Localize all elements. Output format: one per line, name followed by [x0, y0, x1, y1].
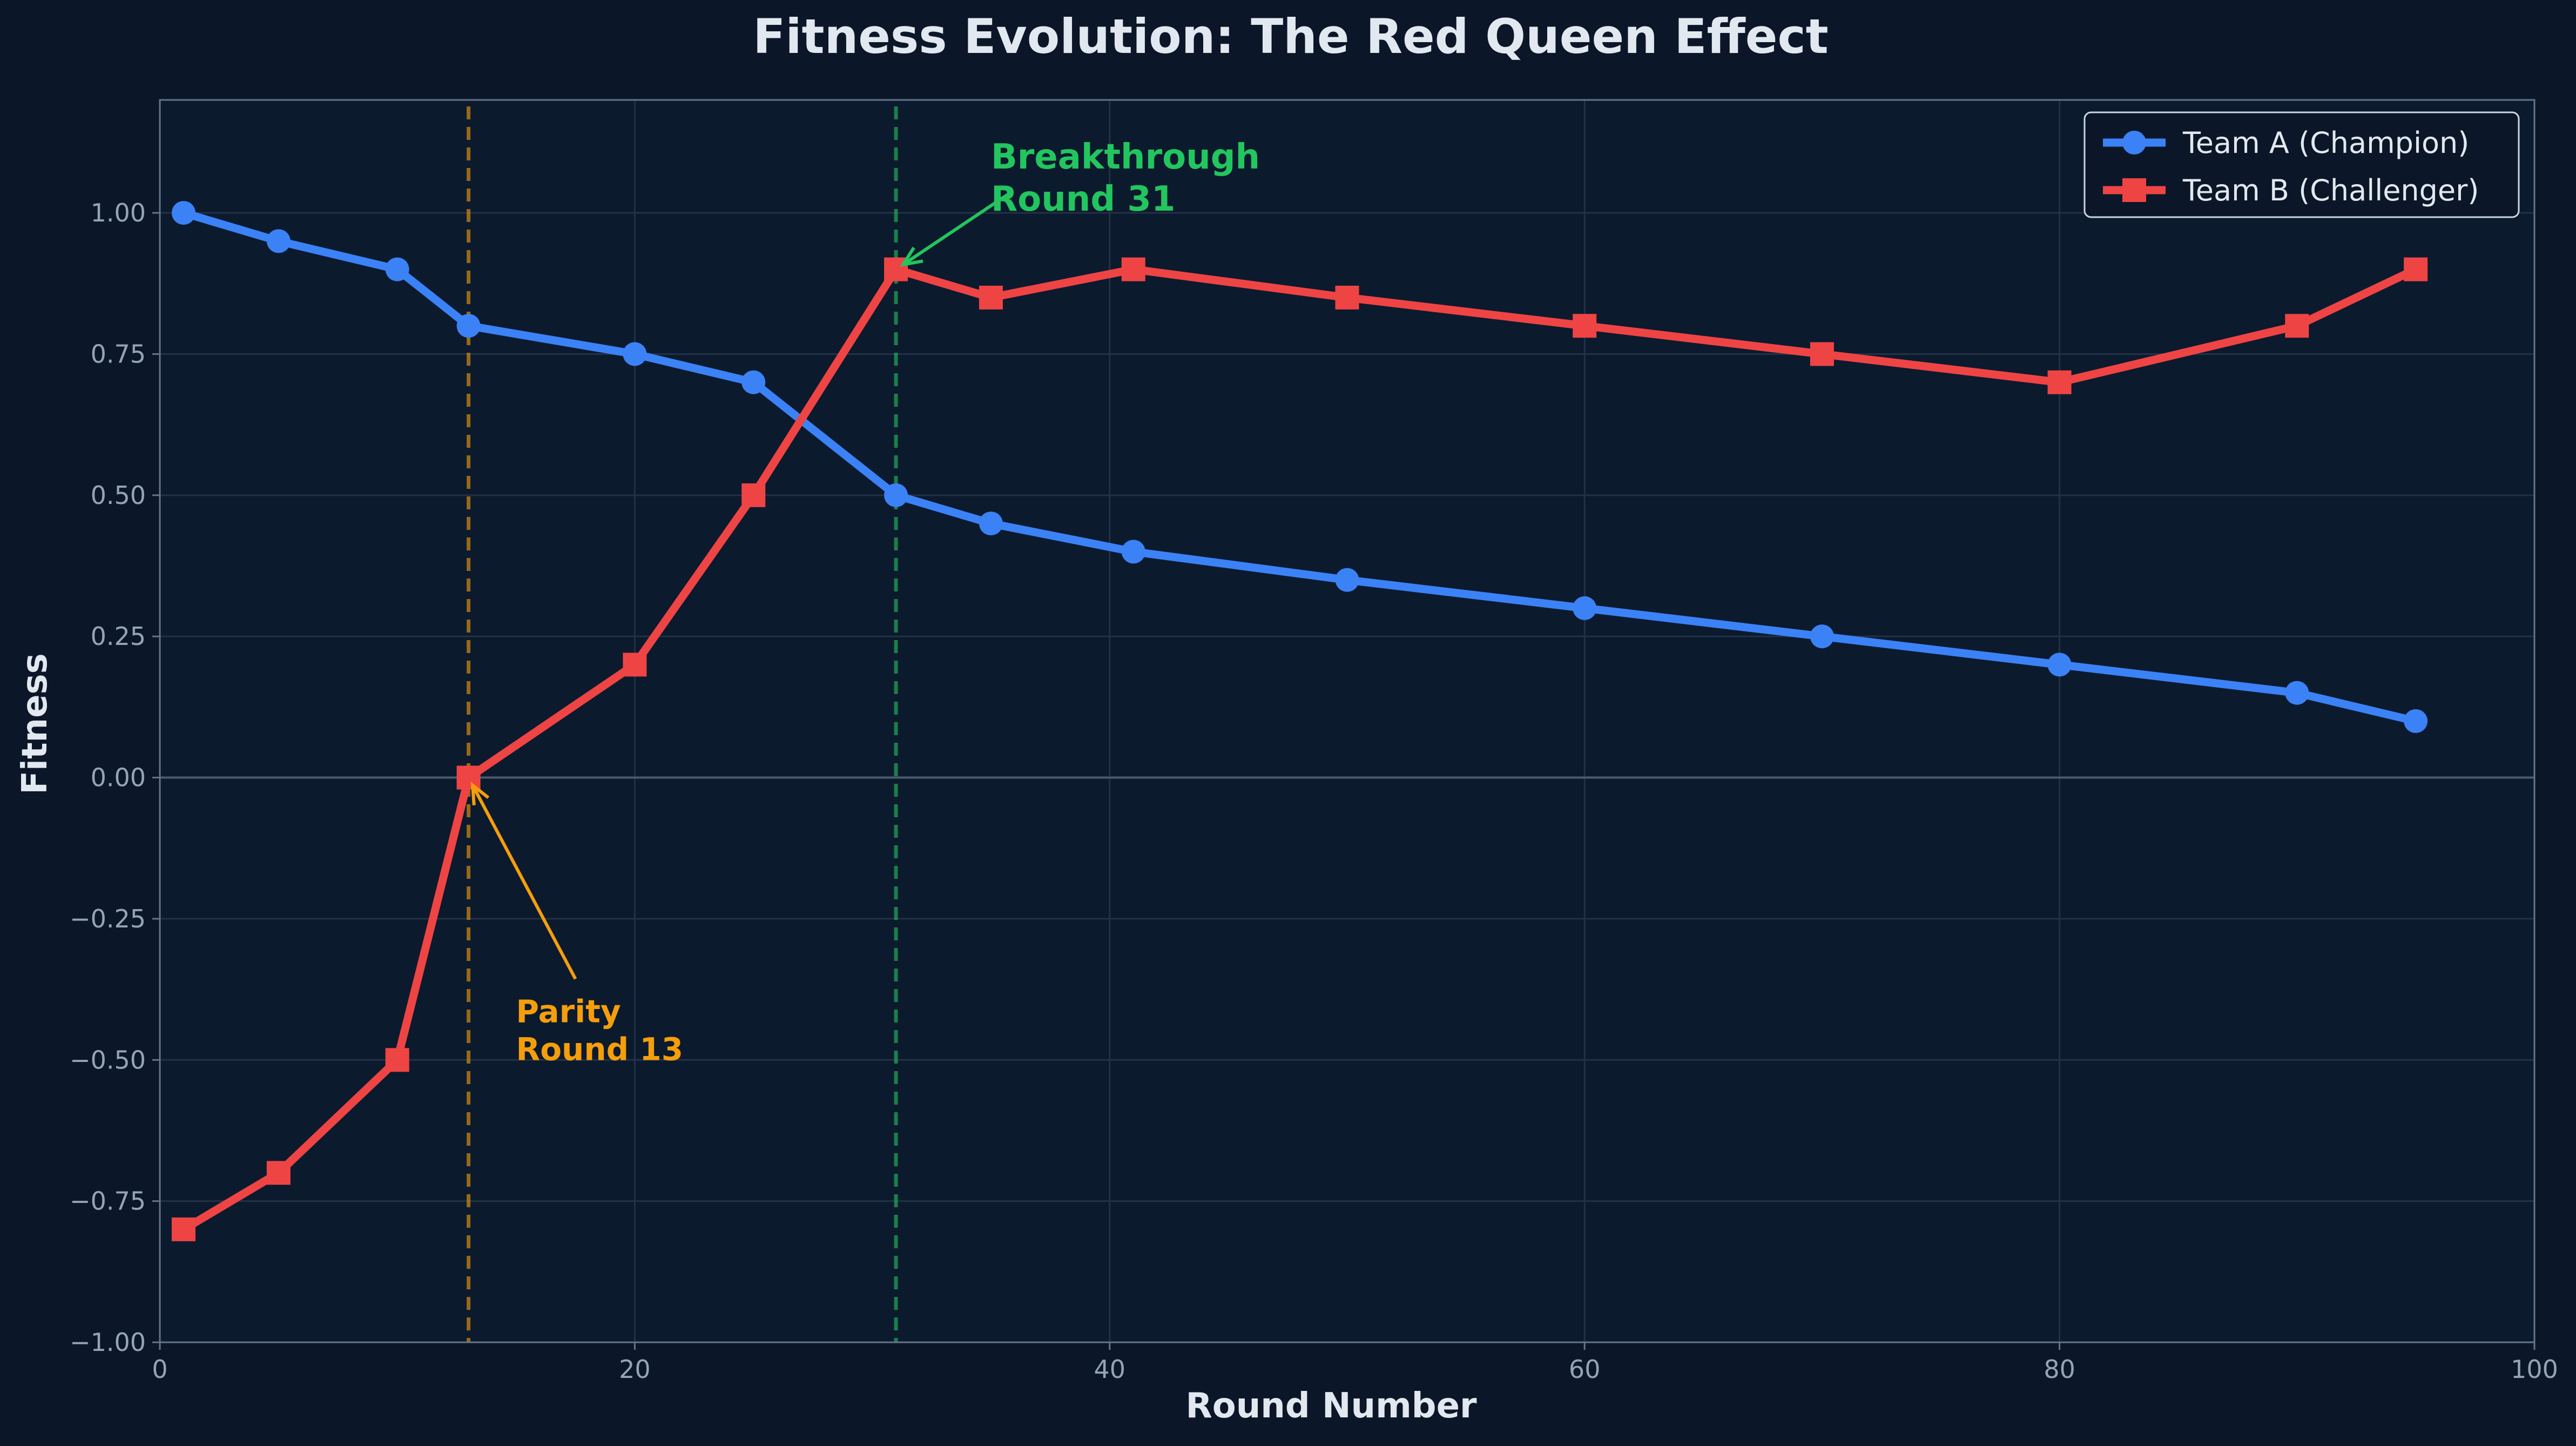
data-point-team-b: [1335, 285, 1359, 310]
data-point-team-b: [171, 1217, 195, 1241]
data-point-team-a: [741, 370, 766, 394]
legend-box: [2083, 111, 2520, 218]
data-point-team-b: [385, 1048, 409, 1072]
data-point-team-a: [1810, 624, 1834, 649]
data-point-team-b: [266, 1161, 291, 1185]
data-point-team-b: [1810, 342, 1834, 366]
data-point-team-a: [2047, 653, 2072, 677]
annotation-arrow-head: [470, 782, 490, 805]
breakthrough-annotation-label: Breakthrough: [991, 137, 1260, 177]
x-tick-label: 0: [152, 1355, 167, 1384]
parity-annotation-label: Round 13: [516, 1031, 684, 1067]
annotation-arrow-line: [902, 190, 1014, 266]
data-point-team-a: [385, 257, 409, 281]
x-tick-label: 80: [2044, 1355, 2075, 1384]
chart-title: Fitness Evolution: The Red Queen Effect: [753, 9, 1828, 64]
x-tick-label: 40: [1094, 1355, 1126, 1384]
data-point-team-a: [171, 201, 195, 225]
y-tick-label: 0.00: [91, 763, 146, 792]
y-axis-label: Fitness: [15, 653, 55, 794]
data-point-team-a: [1121, 540, 1145, 564]
x-tick-label: 60: [1569, 1355, 1601, 1384]
legend-marker-square: [2122, 178, 2146, 202]
data-point-team-a: [456, 314, 481, 338]
legend-label: Team B (Challenger): [2182, 173, 2479, 207]
data-point-team-a: [2285, 681, 2309, 705]
y-tick-label: −0.25: [70, 904, 146, 933]
legend-label: Team A (Champion): [2182, 126, 2469, 160]
data-point-team-b: [1573, 314, 1597, 338]
annotation-arrow-head: [900, 246, 923, 267]
y-tick-label: 0.25: [91, 622, 146, 651]
data-point-team-a: [979, 512, 1003, 536]
data-point-team-a: [266, 229, 291, 253]
y-tick-label: 0.50: [91, 481, 146, 510]
x-tick-label: 100: [2511, 1355, 2558, 1384]
data-point-team-b: [623, 653, 647, 677]
legend-marker-circle: [2122, 131, 2146, 154]
data-point-team-b: [741, 483, 766, 507]
data-point-team-a: [2404, 709, 2428, 733]
x-axis-label: Round Number: [1185, 1386, 1477, 1426]
data-point-team-b: [1121, 257, 1145, 281]
data-point-team-b: [2047, 370, 2072, 394]
y-tick-label: 1.00: [91, 198, 146, 227]
y-tick-label: −0.50: [70, 1045, 146, 1074]
data-point-team-b: [2285, 314, 2309, 338]
data-point-team-a: [884, 483, 908, 507]
breakthrough-annotation-label: Round 31: [991, 179, 1176, 219]
y-tick-label: −0.75: [70, 1187, 146, 1216]
data-point-team-b: [2404, 257, 2428, 281]
data-point-team-a: [623, 342, 647, 366]
annotation-arrow-line: [471, 784, 577, 980]
data-point-team-b: [979, 285, 1003, 310]
data-point-team-a: [1573, 596, 1597, 620]
axes-frame: [159, 99, 2535, 1343]
parity-annotation-label: Parity: [516, 993, 621, 1030]
data-point-team-a: [1335, 568, 1359, 592]
data-point-team-b: [456, 765, 481, 790]
x-tick-label: 20: [619, 1355, 651, 1384]
y-tick-label: −1.00: [70, 1328, 146, 1357]
y-tick-label: 0.75: [91, 339, 146, 368]
